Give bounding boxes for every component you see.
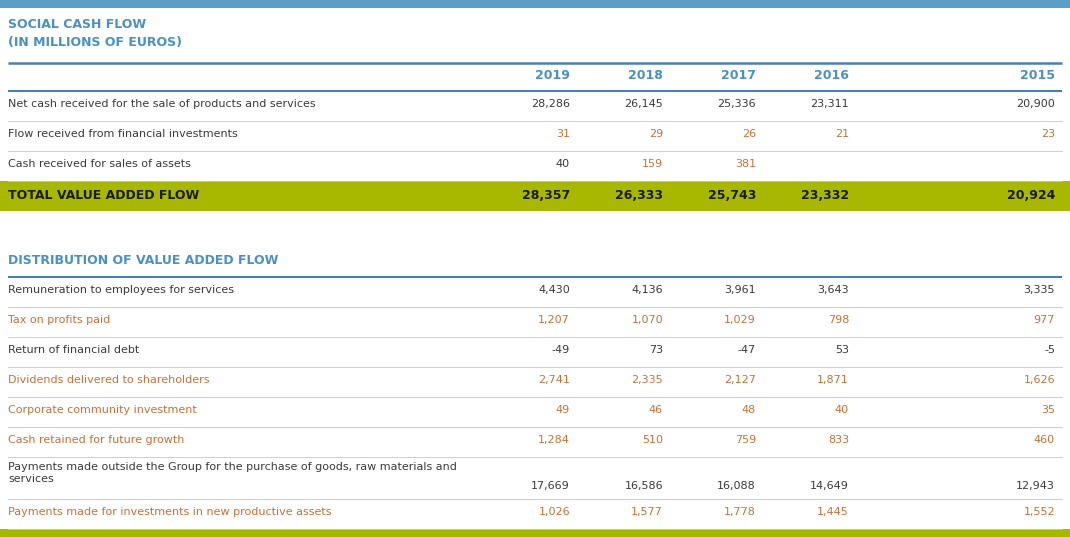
Text: 798: 798: [827, 315, 849, 325]
Text: 1,445: 1,445: [817, 507, 849, 517]
Text: 1,070: 1,070: [631, 315, 663, 325]
Text: -5: -5: [1044, 345, 1055, 355]
Text: 1,029: 1,029: [724, 315, 756, 325]
Text: 12,943: 12,943: [1016, 481, 1055, 491]
Text: Corporate community investment: Corporate community investment: [7, 405, 197, 415]
Text: 3,643: 3,643: [817, 285, 849, 295]
Text: 460: 460: [1034, 435, 1055, 445]
Text: Net cash received for the sale of products and services: Net cash received for the sale of produc…: [7, 99, 316, 109]
Text: Flow received from financial investments: Flow received from financial investments: [7, 129, 238, 139]
Text: 26,333: 26,333: [615, 189, 663, 202]
Text: 4,136: 4,136: [631, 285, 663, 295]
Text: Cash retained for future growth: Cash retained for future growth: [7, 435, 184, 445]
Text: 17,669: 17,669: [531, 481, 570, 491]
Text: Payments made outside the Group for the purchase of goods, raw materials and
ser: Payments made outside the Group for the …: [7, 462, 457, 484]
Bar: [0, 181, 1070, 211]
Text: 14,649: 14,649: [810, 481, 849, 491]
Text: 977: 977: [1034, 315, 1055, 325]
Text: 510: 510: [642, 435, 663, 445]
Text: 49: 49: [555, 405, 570, 415]
Text: 2018: 2018: [628, 69, 663, 82]
Text: 2016: 2016: [814, 69, 849, 82]
Text: 40: 40: [556, 159, 570, 169]
Text: 1,577: 1,577: [631, 507, 663, 517]
Text: 1,207: 1,207: [538, 315, 570, 325]
Text: 46: 46: [648, 405, 663, 415]
Bar: [0, 0, 1070, 8]
Text: 2017: 2017: [721, 69, 756, 82]
Text: 2,127: 2,127: [724, 375, 756, 385]
Text: Remuneration to employees for services: Remuneration to employees for services: [7, 285, 234, 295]
Text: 35: 35: [1041, 405, 1055, 415]
Text: 2,335: 2,335: [631, 375, 663, 385]
Text: Dividends delivered to shareholders: Dividends delivered to shareholders: [7, 375, 210, 385]
Text: 833: 833: [828, 435, 849, 445]
Text: 16,088: 16,088: [717, 481, 756, 491]
Text: 29: 29: [648, 129, 663, 139]
Text: Tax on profits paid: Tax on profits paid: [7, 315, 110, 325]
Text: 26,145: 26,145: [624, 99, 663, 109]
Text: 16,586: 16,586: [625, 481, 663, 491]
Text: Return of financial debt: Return of financial debt: [7, 345, 139, 355]
Text: 73: 73: [648, 345, 663, 355]
Text: 2015: 2015: [1020, 69, 1055, 82]
Text: 23,332: 23,332: [800, 189, 849, 202]
Text: -49: -49: [552, 345, 570, 355]
Text: 759: 759: [735, 435, 756, 445]
Text: Payments made for investments in new productive assets: Payments made for investments in new pro…: [7, 507, 332, 517]
Text: 1,284: 1,284: [538, 435, 570, 445]
Text: 2,741: 2,741: [538, 375, 570, 385]
Text: -47: -47: [737, 345, 756, 355]
Text: 20,900: 20,900: [1016, 99, 1055, 109]
Text: 25,743: 25,743: [707, 189, 756, 202]
Text: 1,026: 1,026: [538, 507, 570, 517]
Text: 25,336: 25,336: [717, 99, 756, 109]
Text: 1,778: 1,778: [724, 507, 756, 517]
Text: 20,924: 20,924: [1007, 189, 1055, 202]
Text: 2019: 2019: [535, 69, 570, 82]
Text: 23,311: 23,311: [810, 99, 849, 109]
Text: 4,430: 4,430: [538, 285, 570, 295]
Text: TOTAL VALUE ADDED FLOW: TOTAL VALUE ADDED FLOW: [7, 189, 199, 202]
Text: 381: 381: [735, 159, 756, 169]
Text: 21: 21: [835, 129, 849, 139]
Text: 53: 53: [835, 345, 849, 355]
Text: (IN MILLIONS OF EUROS): (IN MILLIONS OF EUROS): [7, 36, 182, 49]
Text: 28,357: 28,357: [522, 189, 570, 202]
Text: SOCIAL CASH FLOW: SOCIAL CASH FLOW: [7, 18, 147, 31]
Text: 1,552: 1,552: [1023, 507, 1055, 517]
Text: Cash received for sales of assets: Cash received for sales of assets: [7, 159, 190, 169]
Text: DISTRIBUTION OF VALUE ADDED FLOW: DISTRIBUTION OF VALUE ADDED FLOW: [7, 254, 278, 267]
Text: 1,871: 1,871: [817, 375, 849, 385]
Text: 3,961: 3,961: [724, 285, 756, 295]
Text: 48: 48: [742, 405, 756, 415]
Text: 1,626: 1,626: [1023, 375, 1055, 385]
Text: 28,286: 28,286: [531, 99, 570, 109]
Text: 40: 40: [835, 405, 849, 415]
Bar: [0, 529, 1070, 537]
Text: 23: 23: [1041, 129, 1055, 139]
Text: 159: 159: [642, 159, 663, 169]
Text: 31: 31: [556, 129, 570, 139]
Text: 26: 26: [742, 129, 756, 139]
Text: 3,335: 3,335: [1024, 285, 1055, 295]
